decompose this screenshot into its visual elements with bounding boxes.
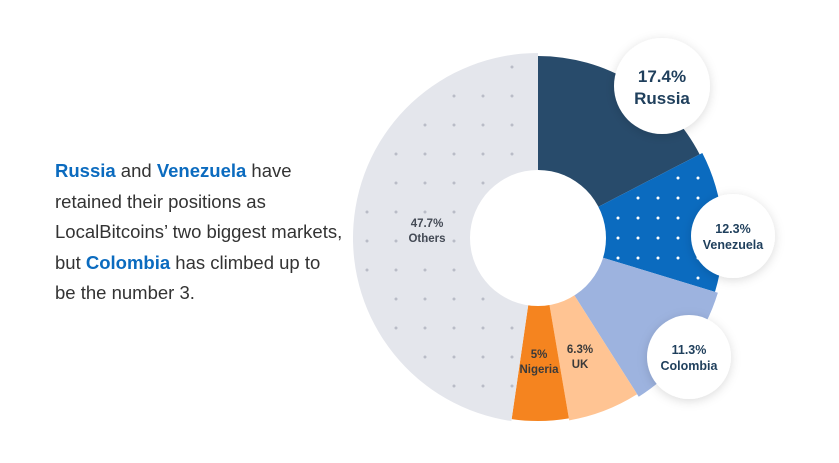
pattern-dot: [481, 123, 485, 127]
pattern-dot: [423, 123, 427, 127]
donut-hole: [470, 170, 606, 306]
pattern-dot: [636, 236, 640, 240]
pattern-dot: [481, 152, 485, 156]
caption-highlight-russia: Russia: [55, 160, 116, 181]
pattern-dot: [394, 181, 398, 185]
pattern-dot: [636, 196, 640, 200]
pattern-dot: [481, 181, 485, 185]
pattern-dot: [676, 196, 680, 200]
pattern-dot: [636, 256, 640, 260]
caption-text-part: and: [115, 160, 157, 181]
category-label-russia: Russia: [634, 89, 690, 108]
pattern-dot: [676, 236, 680, 240]
pattern-dot: [452, 384, 456, 388]
slice-nigeria: [511, 304, 569, 421]
value-label-others: 47.7%: [411, 218, 444, 230]
caption-highlight-colombia: Colombia: [85, 251, 171, 273]
pattern-dot: [510, 65, 514, 69]
pattern-dot: [365, 239, 369, 243]
pattern-dot: [510, 152, 514, 156]
caption-text-part: have retained their positions as LocalBi…: [55, 160, 343, 273]
pattern-dot: [394, 239, 398, 243]
pattern-dot: [452, 181, 456, 185]
pattern-dot: [616, 236, 620, 240]
pattern-dot: [676, 176, 680, 180]
pattern-dot: [452, 123, 456, 127]
slice-russia: [538, 56, 700, 208]
pattern-dot: [423, 355, 427, 359]
pattern-dot: [394, 326, 398, 330]
pattern-dot: [365, 210, 369, 214]
value-label-nigeria: 5%: [531, 349, 548, 361]
pattern-dot: [510, 384, 514, 388]
pattern-dot: [423, 297, 427, 301]
pattern-dot: [423, 181, 427, 185]
pattern-dot: [481, 384, 485, 388]
pattern-dot: [423, 152, 427, 156]
value-label-colombia: 11.3%: [672, 343, 707, 357]
pattern-dot: [481, 94, 485, 98]
pattern-dot: [481, 326, 485, 330]
pattern-dot: [696, 276, 700, 280]
pattern-dot: [696, 196, 700, 200]
dot-pattern-others: [365, 65, 514, 388]
slice-venezuela: [597, 152, 723, 292]
pattern-dot: [452, 326, 456, 330]
pattern-dot: [616, 216, 620, 220]
category-label-nigeria: Nigeria: [520, 364, 560, 376]
pattern-dot: [452, 297, 456, 301]
pattern-dot: [510, 326, 514, 330]
category-label-colombia: Colombia: [661, 359, 719, 373]
value-label-venezuela: 12.3%: [715, 222, 750, 236]
pattern-dot: [616, 256, 620, 260]
donut-slices: [352, 53, 723, 422]
pattern-dot: [676, 216, 680, 220]
category-label-uk: UK: [572, 359, 589, 371]
pattern-dot: [423, 326, 427, 330]
callout-colombia: [647, 315, 731, 399]
pattern-dot: [481, 297, 485, 301]
callout-russia: [614, 38, 710, 134]
pattern-dot: [636, 216, 640, 220]
callout-venezuela: [691, 194, 775, 278]
slice-others: [352, 53, 538, 422]
category-label-venezuela: Venezuela: [703, 238, 764, 252]
pattern-dot: [481, 355, 485, 359]
caption-highlight-venezuela: Venezuela: [156, 160, 247, 181]
pattern-dot: [452, 152, 456, 156]
pattern-dot: [656, 236, 660, 240]
pattern-dot: [656, 196, 660, 200]
pattern-dot: [452, 239, 456, 243]
caption-text-part: has climbed up to be the number 3.: [55, 251, 321, 304]
pattern-dot: [452, 268, 456, 272]
pattern-dot: [423, 268, 427, 272]
pattern-dot: [365, 268, 369, 272]
pattern-dot: [394, 297, 398, 301]
pattern-dot: [452, 210, 456, 214]
pattern-dot: [423, 210, 427, 214]
category-label-others: Others: [408, 233, 445, 245]
pattern-dot: [452, 94, 456, 98]
pattern-dot: [676, 256, 680, 260]
slice-labels: 17.4% Russia 12.3% Venezuela 11.3% Colombia 6.…: [408, 38, 775, 399]
pattern-dot: [394, 268, 398, 272]
pattern-dot: [510, 94, 514, 98]
value-label-russia: 17.4%: [638, 67, 686, 86]
pattern-dot: [510, 355, 514, 359]
pattern-dot: [696, 176, 700, 180]
caption-text: Russia and Venezuela have retained their…: [55, 156, 345, 309]
pattern-dot: [510, 123, 514, 127]
slice-colombia: [573, 257, 718, 397]
value-label-uk: 6.3%: [567, 344, 593, 356]
pattern-dot: [656, 256, 660, 260]
pattern-dot: [423, 239, 427, 243]
pattern-dot: [452, 355, 456, 359]
pattern-dot: [656, 216, 660, 220]
pattern-dot: [394, 210, 398, 214]
pattern-dot: [394, 152, 398, 156]
slice-uk: [549, 294, 638, 421]
